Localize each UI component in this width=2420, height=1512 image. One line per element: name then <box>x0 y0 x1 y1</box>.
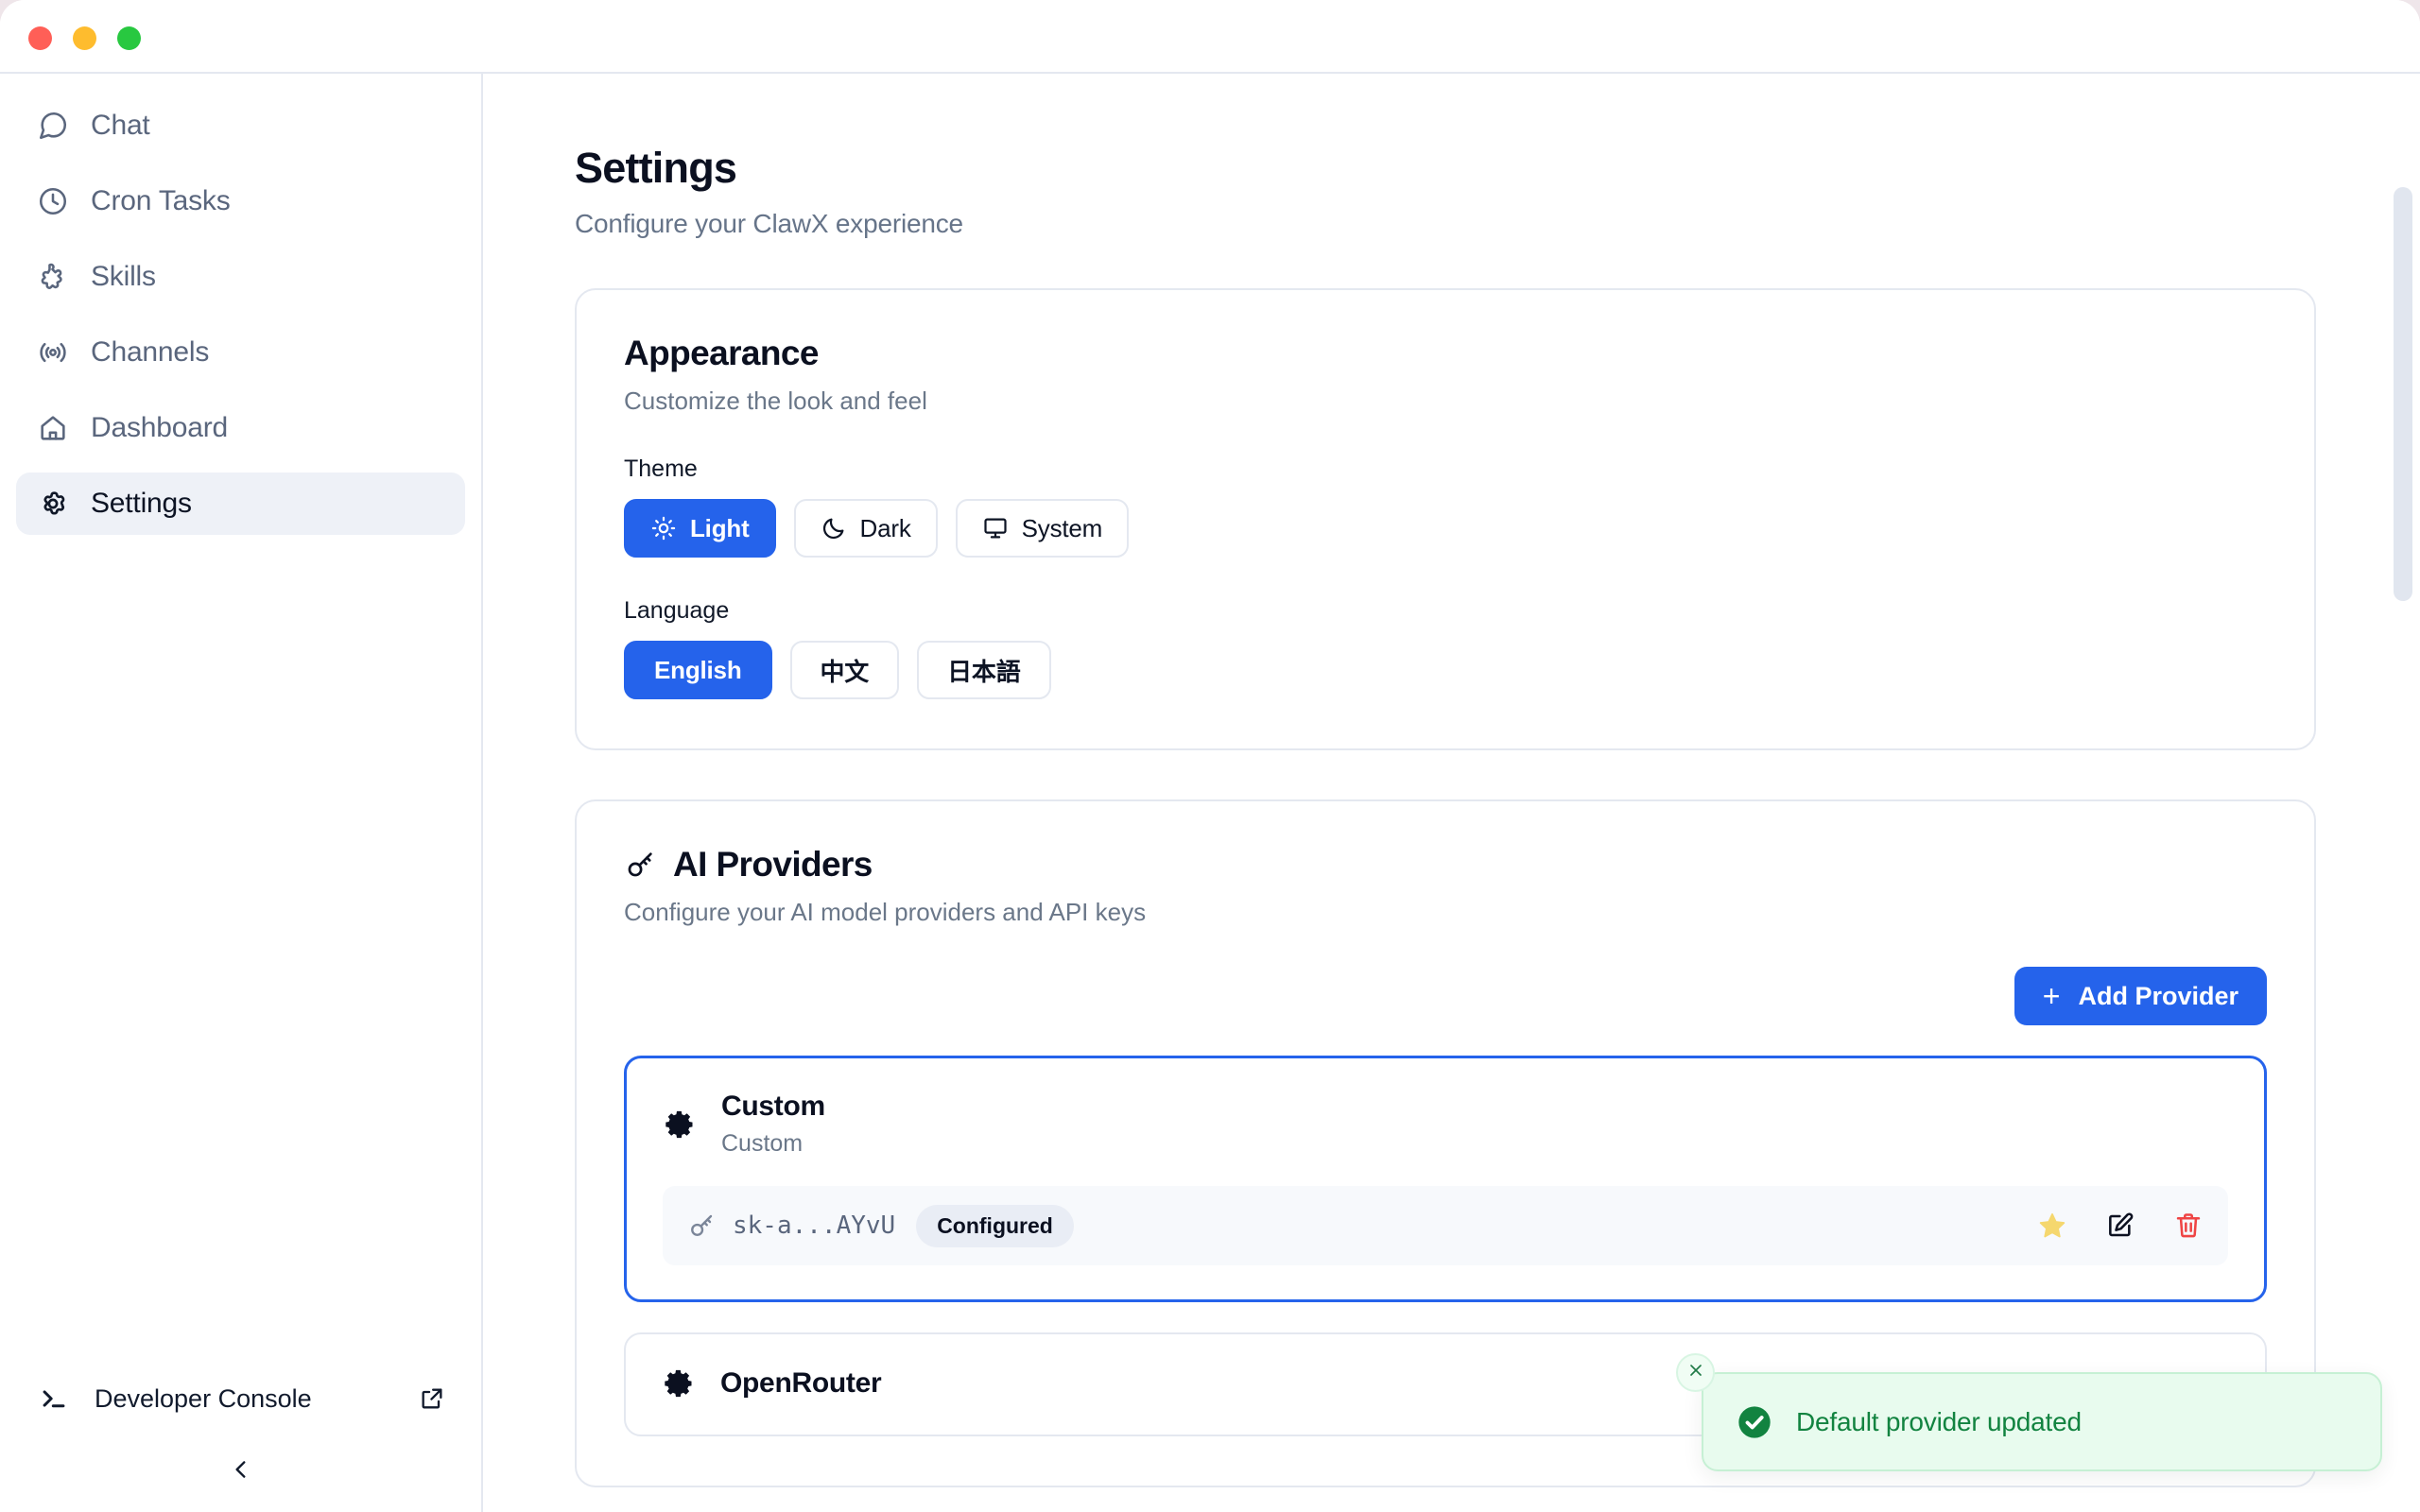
provider-actions <box>2037 1211 2204 1241</box>
sidebar-item-chat[interactable]: Chat <box>16 94 465 157</box>
sun-icon <box>650 515 677 541</box>
trash-icon[interactable] <box>2173 1211 2204 1241</box>
language-option-chinese[interactable]: 中文 <box>789 641 900 699</box>
language-option-japanese[interactable]: 日本語 <box>917 641 1051 699</box>
main-content: Settings Configure your ClawX experience… <box>485 76 2420 1512</box>
language-option-group: English 中文 日本語 <box>624 641 2267 699</box>
status-badge: Configured <box>916 1204 1074 1247</box>
developer-console-button[interactable]: Developer Console <box>0 1366 481 1432</box>
provider-header: Custom Custom <box>663 1091 2228 1158</box>
theme-option-system[interactable]: System <box>955 499 1130 558</box>
page-subtitle: Configure your ClawX experience <box>575 209 963 238</box>
edit-icon[interactable] <box>2105 1211 2135 1241</box>
puzzle-icon <box>37 261 69 293</box>
language-option-english[interactable]: English <box>624 641 772 699</box>
toast-close-button[interactable] <box>1676 1353 1715 1392</box>
key-icon <box>624 849 656 881</box>
provider-type: Custom <box>721 1130 804 1157</box>
home-icon <box>37 412 69 444</box>
theme-option-group: Light Dark System <box>624 499 2267 558</box>
gear-icon <box>662 1366 696 1400</box>
sidebar-item-label: Dashboard <box>91 412 228 443</box>
theme-option-light[interactable]: Light <box>624 499 776 558</box>
broadcast-icon <box>37 336 69 369</box>
sidebar-item-label: Cron Tasks <box>91 185 231 216</box>
window-traffic-lights <box>28 26 141 50</box>
provider-identity: Custom Custom <box>721 1091 825 1158</box>
provider-identity: OpenRouter <box>720 1367 882 1400</box>
star-icon[interactable] <box>2037 1211 2067 1241</box>
provider-card-custom[interactable]: Custom Custom sk-a...AYvU Configured <box>624 1056 2267 1302</box>
clock-icon <box>37 185 69 217</box>
sidebar-item-label: Settings <box>91 488 192 519</box>
main-scrollbar-thumb[interactable] <box>2394 187 2412 601</box>
sidebar-item-skills[interactable]: Skills <box>16 246 465 308</box>
sidebar-item-channels[interactable]: Channels <box>16 321 465 384</box>
sidebar-nav: Chat Cron Tasks Skills Channels <box>0 74 481 535</box>
ai-providers-title: AI Providers <box>673 845 873 884</box>
page-title: Settings <box>575 144 737 192</box>
developer-console-label: Developer Console <box>95 1383 312 1413</box>
moon-icon <box>821 515 847 541</box>
collapse-sidebar-button[interactable] <box>0 1432 481 1512</box>
zoom-window-button[interactable] <box>117 26 141 50</box>
plus-icon: + <box>2042 979 2061 1013</box>
provider-api-key-row: sk-a...AYvU Configured <box>663 1186 2228 1265</box>
add-provider-button[interactable]: + Add Provider <box>2014 967 2267 1025</box>
theme-option-label: System <box>1021 513 1103 542</box>
sidebar-item-label: Skills <box>91 261 156 292</box>
sidebar-item-label: Chat <box>91 110 150 141</box>
ai-providers-subtitle: Configure your AI model providers and AP… <box>624 898 1147 926</box>
external-link-icon <box>419 1385 445 1412</box>
provider-api-key-masked: sk-a...AYvU <box>733 1211 896 1240</box>
chat-bubble-icon <box>37 110 69 142</box>
gear-icon <box>663 1108 697 1142</box>
theme-option-label: Light <box>690 513 750 542</box>
sidebar-item-cron-tasks[interactable]: Cron Tasks <box>16 170 465 232</box>
toast-message: Default provider updated <box>1796 1406 2082 1436</box>
provider-name: Custom <box>721 1091 825 1122</box>
sidebar-item-label: Channels <box>91 336 210 368</box>
appearance-card: Appearance Customize the look and feel T… <box>575 288 2316 750</box>
sidebar-item-dashboard[interactable]: Dashboard <box>16 397 465 459</box>
provider-name: OpenRouter <box>720 1367 882 1399</box>
gear-icon <box>37 488 69 520</box>
sidebar-footer: Developer Console <box>0 1366 481 1512</box>
main-scrollbar-track[interactable] <box>2394 151 2412 1512</box>
terminal-icon <box>38 1383 70 1415</box>
check-circle-icon <box>1736 1403 1773 1441</box>
appearance-title: Appearance <box>624 334 819 372</box>
settings-page: Settings Configure your ClawX experience… <box>485 76 2420 1487</box>
monitor-icon <box>982 515 1009 541</box>
language-label: Language <box>624 597 730 624</box>
key-icon <box>687 1211 716 1240</box>
theme-option-label: Dark <box>859 513 911 542</box>
close-window-button[interactable] <box>28 26 52 50</box>
minimize-window-button[interactable] <box>73 26 96 50</box>
add-provider-row: + Add Provider <box>624 967 2267 1025</box>
sidebar: Chat Cron Tasks Skills Channels <box>0 74 483 1512</box>
appearance-subtitle: Customize the look and feel <box>624 387 927 415</box>
title-bar <box>0 0 2420 74</box>
provider-header: OpenRouter <box>662 1366 2229 1400</box>
theme-option-dark[interactable]: Dark <box>793 499 938 558</box>
ai-providers-title-row: AI Providers <box>624 845 2267 885</box>
add-provider-label: Add Provider <box>2078 981 2238 1010</box>
sidebar-item-settings[interactable]: Settings <box>16 472 465 535</box>
toast-notification: Default provider updated <box>1702 1372 2382 1471</box>
close-icon <box>1686 1361 1705 1384</box>
chevron-left-icon <box>229 1457 253 1486</box>
theme-label: Theme <box>624 455 698 482</box>
